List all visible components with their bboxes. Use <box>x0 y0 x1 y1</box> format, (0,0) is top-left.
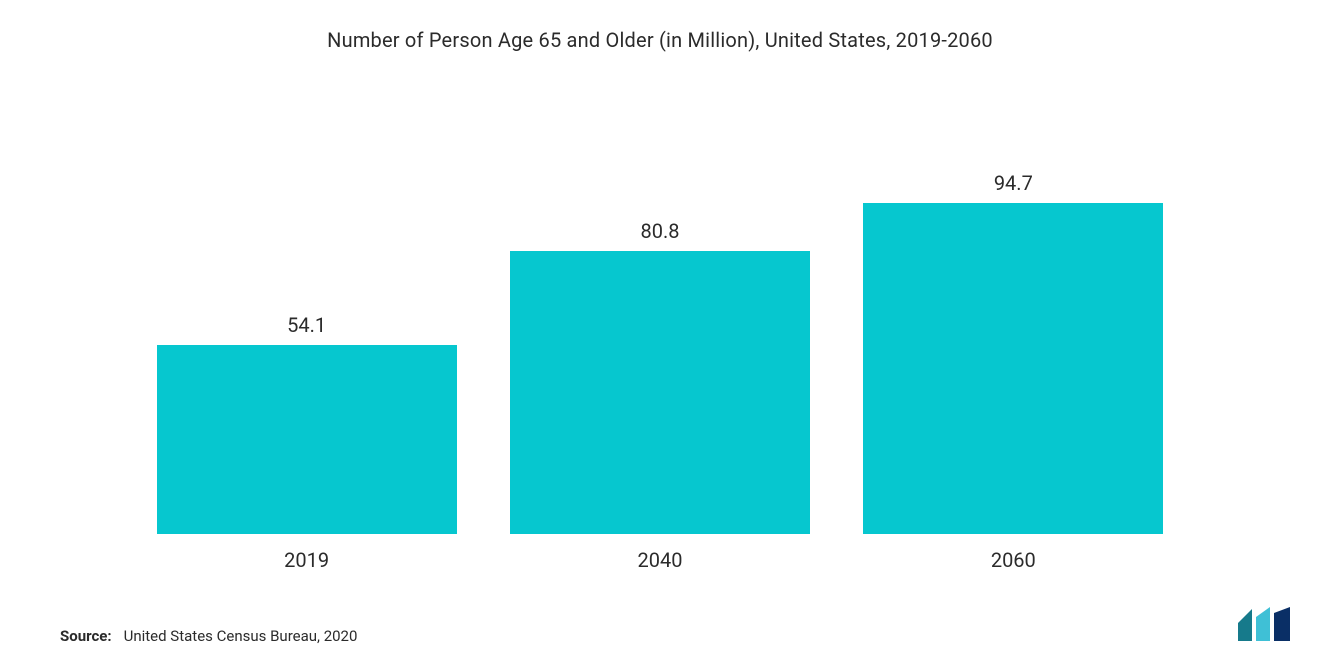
chart-title: Number of Person Age 65 and Older (in Mi… <box>50 28 1270 52</box>
bar-value-0: 54.1 <box>287 313 326 337</box>
bar-2 <box>863 203 1163 534</box>
bar-1 <box>510 251 810 534</box>
source-text: United States Census Bureau, 2020 <box>124 627 358 645</box>
x-label-1: 2040 <box>510 548 810 572</box>
bar-group-1: 80.8 <box>510 219 810 534</box>
source-label: Source: <box>60 627 112 645</box>
logo-bar-1 <box>1238 609 1252 641</box>
bar-0 <box>157 345 457 534</box>
logo-bar-3 <box>1274 607 1290 641</box>
brand-logo-icon <box>1236 607 1292 643</box>
plot-area: 54.1 80.8 94.7 <box>50 62 1270 534</box>
x-axis: 2019 2040 2060 <box>50 548 1270 572</box>
chart-container: Number of Person Age 65 and Older (in Mi… <box>0 0 1320 665</box>
bar-group-0: 54.1 <box>157 313 457 534</box>
logo-bar-2 <box>1256 607 1270 641</box>
x-label-2: 2060 <box>863 548 1163 572</box>
x-label-0: 2019 <box>157 548 457 572</box>
source-row: Source: United States Census Bureau, 2020 <box>50 627 1270 645</box>
bar-value-2: 94.7 <box>994 171 1033 195</box>
bar-value-1: 80.8 <box>640 219 679 243</box>
bar-group-2: 94.7 <box>863 171 1163 534</box>
